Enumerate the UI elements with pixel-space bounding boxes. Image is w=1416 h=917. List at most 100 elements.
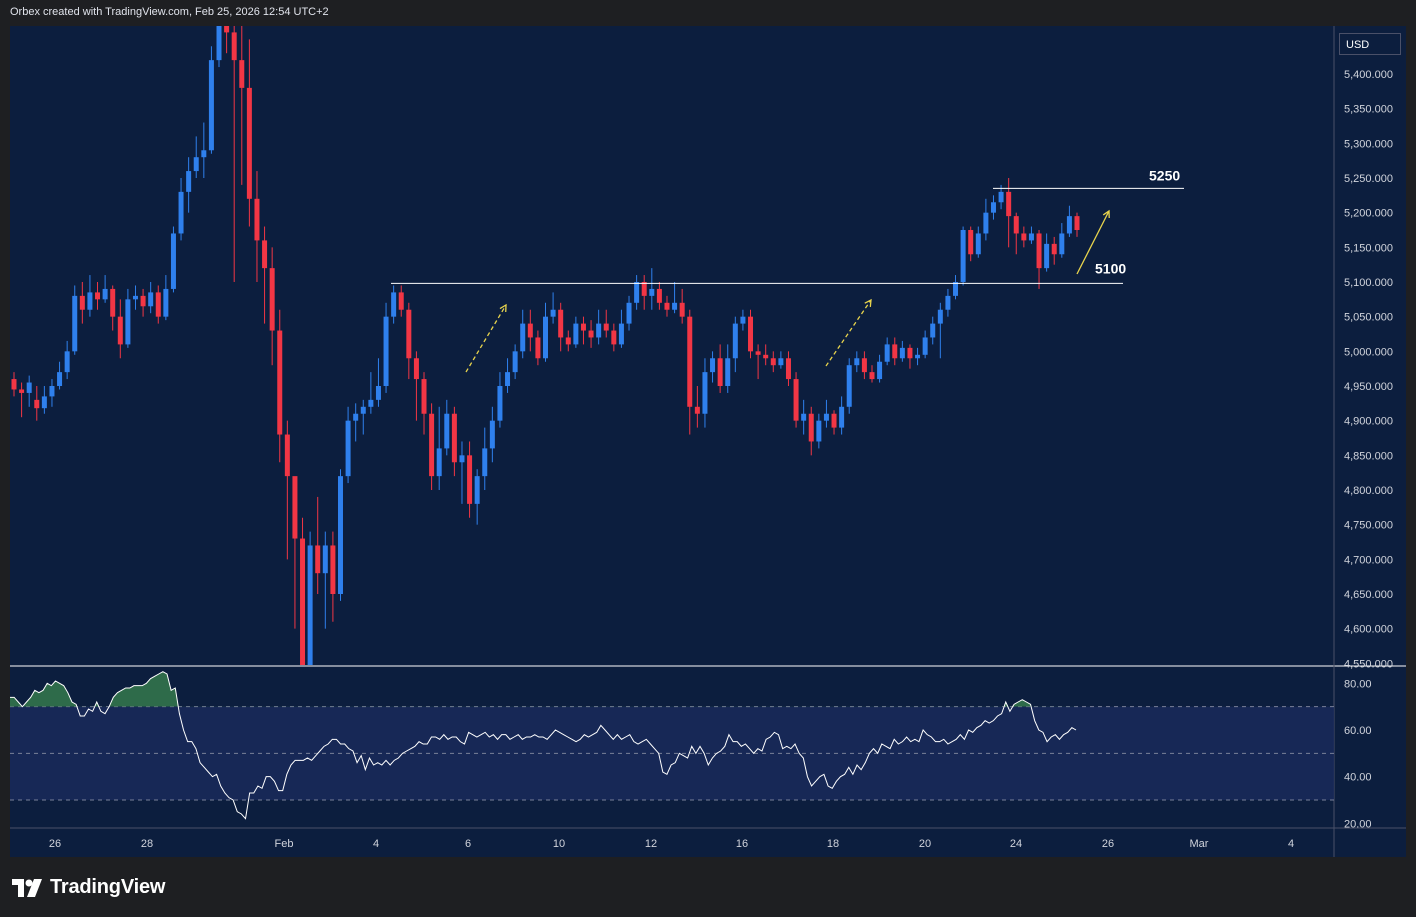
time-tick-label: 16	[736, 838, 748, 850]
candle-body	[558, 309, 564, 338]
time-tick-label: 4	[1288, 838, 1294, 850]
candle-body	[626, 302, 632, 324]
candle-body	[770, 358, 776, 366]
candle-body	[907, 347, 913, 359]
candle-body	[353, 413, 359, 421]
candle-body	[1044, 243, 1050, 269]
candle-body	[930, 323, 936, 338]
candle-body	[11, 379, 17, 390]
tradingview-logo[interactable]: TradingView	[12, 876, 165, 899]
candle-body	[664, 302, 670, 310]
time-tick-label: 28	[141, 838, 153, 850]
candle-body	[687, 316, 693, 407]
candle-body	[375, 386, 381, 400]
time-tick-label: 10	[553, 838, 565, 850]
candle-body	[34, 399, 40, 409]
candle-body	[391, 292, 397, 317]
candle-body	[732, 323, 738, 359]
candle-body	[87, 292, 93, 310]
candle-body	[1021, 233, 1027, 241]
candle-body	[482, 448, 488, 477]
candle-body	[778, 358, 784, 366]
candle-body	[132, 295, 138, 300]
candle-body	[694, 406, 700, 414]
price-tick-label: 5,150.000	[1344, 242, 1393, 254]
candle-body	[451, 413, 457, 463]
candle-body	[110, 288, 116, 317]
candle-body	[649, 288, 655, 296]
candle-body	[1059, 233, 1065, 255]
annotation-5100: 5100	[1095, 260, 1126, 276]
candle-body	[330, 545, 336, 594]
candle-body	[573, 323, 579, 345]
candle-body	[421, 379, 427, 414]
candle-body	[163, 288, 169, 317]
time-tick-label: 4	[373, 838, 379, 850]
price-tick-label: 5,400.000	[1344, 69, 1393, 81]
candle-body	[603, 323, 609, 331]
time-tick-label: 12	[645, 838, 657, 850]
candle-body	[368, 399, 374, 407]
trend-arrow-3-head	[1102, 209, 1110, 219]
price-tick-label: 4,900.000	[1344, 416, 1393, 428]
price-tick-label: 5,350.000	[1344, 104, 1393, 116]
price-tick-label: 4,650.000	[1344, 589, 1393, 601]
candle-body	[1028, 233, 1034, 241]
trend-arrow-2	[825, 299, 872, 367]
trend-arrow-1	[465, 304, 507, 373]
candle-body	[527, 323, 533, 338]
candle-body	[922, 337, 928, 355]
rsi-tick-label: 80.00	[1344, 678, 1372, 690]
price-tick-label: 4,800.000	[1344, 485, 1393, 497]
candle-body	[224, 26, 230, 33]
candle-body	[148, 292, 154, 307]
candle-body	[702, 372, 708, 414]
candle-body	[672, 302, 678, 310]
candle-body	[717, 358, 723, 386]
candle-body	[520, 323, 526, 352]
candle-body	[170, 233, 176, 289]
candle-body	[831, 413, 837, 428]
axis-layer: 5,400.000 5,350.000 5,300.000 5,250.000 5,20…	[49, 69, 1393, 850]
candle-body	[611, 330, 617, 345]
candle-body	[406, 309, 412, 359]
price-tick-label: 4,600.000	[1344, 624, 1393, 636]
candle-body	[269, 268, 275, 331]
annotation-5250: 5250	[1149, 167, 1180, 183]
candle-body	[960, 230, 966, 282]
candle-body	[57, 372, 63, 386]
candle-body	[846, 365, 852, 407]
time-tick-label: 24	[1010, 838, 1022, 850]
candle-body	[588, 330, 594, 338]
candle-body	[983, 212, 989, 234]
candle-body	[186, 171, 192, 192]
candle-body	[246, 87, 252, 199]
price-tick-label: 5,050.000	[1344, 312, 1393, 324]
candle-body	[793, 379, 799, 421]
candle-body	[95, 292, 101, 300]
candle-body	[208, 60, 214, 151]
trend-arrow-3	[1076, 210, 1110, 275]
candle-body	[41, 396, 47, 409]
rsi-tick-label: 40.00	[1344, 772, 1372, 784]
candle-body	[899, 347, 905, 359]
candle-body	[937, 309, 943, 324]
candle-body	[740, 316, 746, 324]
candle-body	[337, 476, 343, 594]
candle-body	[641, 282, 647, 296]
candle-body	[49, 386, 55, 397]
candle-body	[398, 292, 404, 310]
candle-body	[1006, 191, 1012, 217]
candle-body	[497, 386, 503, 421]
price-tick-label: 5,100.000	[1344, 277, 1393, 289]
rsi-overbought-fill	[10, 671, 1032, 707]
candle-body	[975, 233, 981, 255]
candle-body	[315, 545, 321, 574]
candle-body	[429, 413, 435, 477]
currency-button[interactable]: USD	[1339, 33, 1401, 55]
price-tick-label: 4,850.000	[1344, 450, 1393, 462]
candle-body	[839, 406, 845, 428]
candle-body	[383, 316, 389, 386]
candle-body	[413, 358, 419, 380]
